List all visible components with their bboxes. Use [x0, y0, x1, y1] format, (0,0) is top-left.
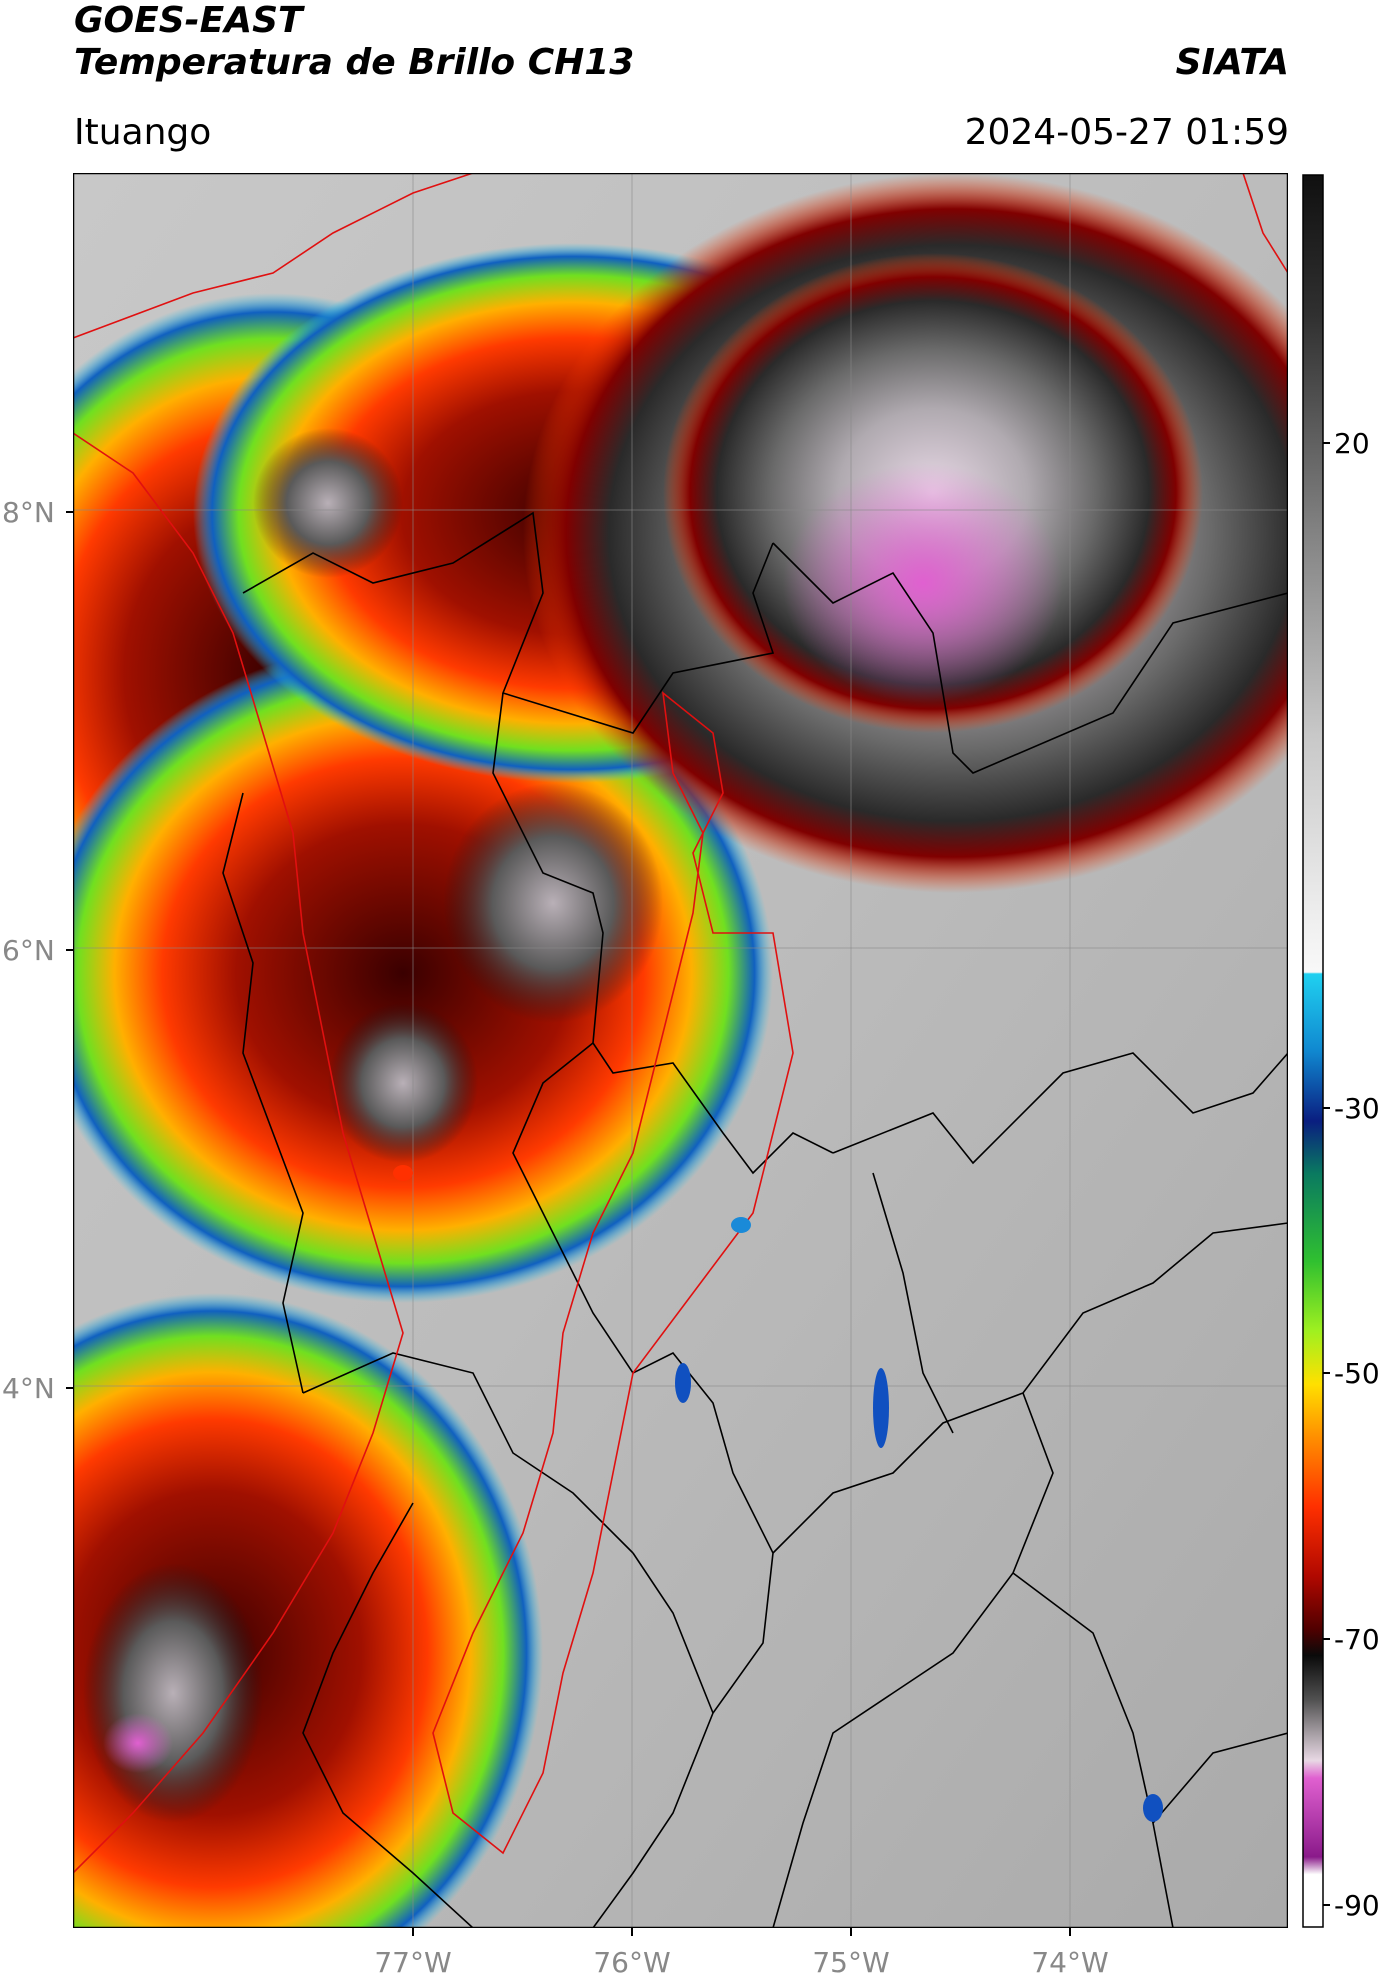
organization-label: SIATA [1175, 42, 1289, 83]
location-label: Ituango [74, 112, 212, 153]
cold-core-northeast [783, 463, 1063, 703]
datetime-label: 2024-05-27 01:59 [964, 112, 1289, 153]
lat-label-6n: 6°N [2, 934, 55, 967]
lon-label-76w: 76°W [593, 1946, 670, 1979]
admin-borders [222, 511, 1288, 1928]
overshooting-top-central [328, 1003, 478, 1163]
cloud-systems [73, 173, 1288, 1928]
isolated-cells [393, 1165, 1163, 1822]
colorbar: 20 -30 -50 -70 -90 [1302, 174, 1380, 1928]
product-title: Temperatura de Brillo CH13 [74, 42, 635, 83]
colorbar-tick-20: 20 [1334, 427, 1370, 460]
overshooting-top-north [253, 428, 403, 578]
colorbar-tick-minus70: -70 [1334, 1623, 1380, 1656]
lon-label-74w: 74°W [1031, 1946, 1108, 1979]
colorbar-tick-minus90: -90 [1334, 1889, 1380, 1922]
cold-core-southwest [103, 1713, 173, 1773]
lat-label-4n: 4°N [2, 1372, 55, 1405]
lon-label-75w: 75°W [812, 1946, 889, 1979]
satellite-title: GOES-EAST [74, 0, 303, 41]
map-frame [73, 173, 1288, 1928]
lon-label-77w: 77°W [374, 1946, 451, 1979]
colorbar-tick-minus50: -50 [1334, 1357, 1380, 1390]
lat-label-8n: 8°N [2, 496, 55, 529]
overshooting-top-east [443, 783, 663, 1023]
satellite-map [73, 173, 1288, 1928]
overshooting-top-southwest [83, 1563, 263, 1823]
colorbar-ramp [1302, 174, 1324, 1928]
gridlines [73, 173, 1288, 1928]
basin-borders [73, 173, 1288, 1874]
colorbar-tick-minus30: -30 [1334, 1092, 1380, 1125]
